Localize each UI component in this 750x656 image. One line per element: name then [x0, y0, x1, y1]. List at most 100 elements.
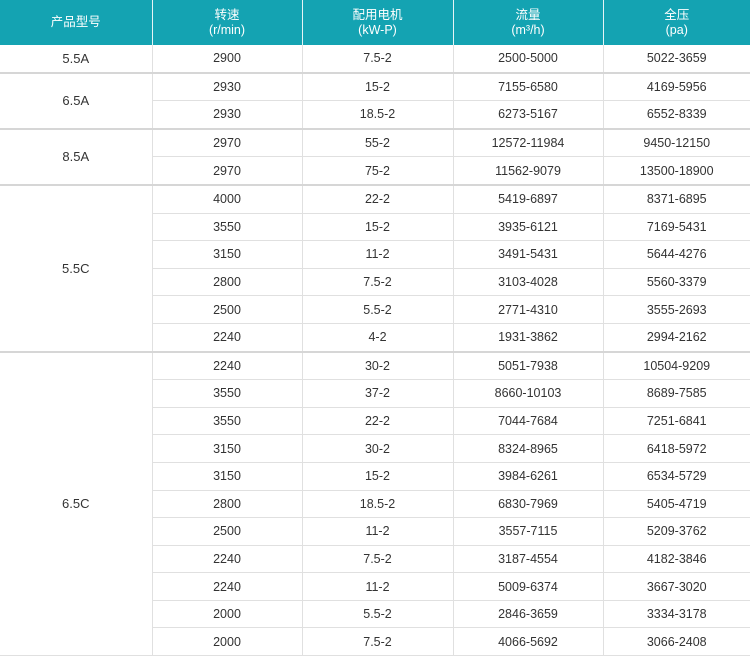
- flow-cell: 5051-7938: [453, 350, 604, 381]
- pressure-cell: 2994-2162: [603, 323, 750, 353]
- header-row: 产品型号 转速 (r/min) 配用电机 (kW-P) 流量 (m³/h) 全压 (pa…: [0, 0, 750, 45]
- motor-cell: 11-2: [302, 240, 454, 269]
- speed-cell: 4000: [152, 183, 303, 214]
- speed-cell: 2240: [152, 545, 303, 574]
- speed-cell: 2000: [152, 627, 303, 656]
- table-body: 5.5A 2900 7.5-2 2500-5000 5022-3659 6.5A 2930 1…: [0, 45, 750, 656]
- pressure-cell: 3066-2408: [603, 627, 750, 656]
- pressure-cell: 6418-5972: [603, 434, 750, 463]
- pressure-cell: 7169-5431: [603, 213, 750, 242]
- model-cell: 5.5A: [0, 45, 153, 74]
- table-row: 2800 18.5-2 6830-7969 5405-4719: [0, 490, 750, 519]
- header-title: 流量: [515, 7, 541, 22]
- header-pressure: 全压 (pa): [603, 0, 750, 45]
- header-speed: 转速 (r/min): [152, 0, 303, 45]
- speed-cell: 2240: [152, 323, 303, 353]
- flow-cell: 3187-4554: [453, 545, 604, 574]
- speed-cell: 2240: [152, 350, 303, 381]
- motor-cell: 18.5-2: [302, 490, 454, 519]
- pressure-cell: 6534-5729: [603, 462, 750, 491]
- speed-cell: 2500: [152, 295, 303, 324]
- speed-cell: 2930: [152, 100, 303, 130]
- table-row: 2000 5.5-2 2846-3659 3334-3178: [0, 600, 750, 629]
- pressure-cell: 13500-18900: [603, 156, 750, 186]
- speed-cell: 3550: [152, 407, 303, 436]
- motor-cell: 7.5-2: [302, 268, 454, 297]
- pressure-cell: 3334-3178: [603, 600, 750, 629]
- header-title: 转速: [214, 7, 240, 22]
- header-flow: 流量 (m³/h): [453, 0, 604, 45]
- table-row: 2500 5.5-2 2771-4310 3555-2693: [0, 295, 750, 324]
- header-unit: (pa): [665, 22, 688, 37]
- flow-cell: 3935-6121: [453, 213, 604, 242]
- pressure-cell: 5405-4719: [603, 490, 750, 519]
- table-row: 3150 30-2 8324-8965 6418-5972: [0, 434, 750, 463]
- pressure-cell: 10504-9209: [603, 350, 750, 381]
- table-row: 2500 11-2 3557-7115 5209-3762: [0, 517, 750, 546]
- header-unit: (m³/h): [511, 22, 545, 37]
- flow-cell: 7155-6580: [453, 71, 604, 102]
- motor-cell: 22-2: [302, 407, 454, 436]
- header-unit: (kW-P): [358, 22, 397, 37]
- header-title: 配用电机: [352, 7, 403, 22]
- speed-cell: 2970: [152, 127, 303, 158]
- pressure-cell: 5644-4276: [603, 240, 750, 269]
- model-cell: 5.5C: [0, 183, 153, 353]
- motor-cell: 5.5-2: [302, 295, 454, 324]
- header-motor: 配用电机 (kW-P): [302, 0, 454, 45]
- table-row: 2970 75-2 11562-9079 13500-18900: [0, 156, 750, 186]
- table-row: 8.5A 2970 55-2 12572-11984 9450-12150: [0, 127, 750, 186]
- pressure-cell: 6552-8339: [603, 100, 750, 130]
- pressure-cell: 3667-3020: [603, 572, 750, 601]
- speed-cell: 2970: [152, 156, 303, 186]
- table-row: 5.5C 4000 22-2 5419-6897 8371-6895: [0, 183, 750, 353]
- motor-cell: 7.5-2: [302, 45, 454, 74]
- table-row: 3150 11-2 3491-5431 5644-4276: [0, 240, 750, 269]
- speed-cell: 3550: [152, 213, 303, 242]
- speed-cell: 2800: [152, 268, 303, 297]
- flow-cell: 6830-7969: [453, 490, 604, 519]
- speed-cell: 3550: [152, 379, 303, 408]
- table-row: 3550 15-2 3935-6121 7169-5431: [0, 213, 750, 242]
- pressure-cell: 3555-2693: [603, 295, 750, 324]
- speed-cell: 3150: [152, 240, 303, 269]
- flow-cell: 3491-5431: [453, 240, 604, 269]
- flow-cell: 2771-4310: [453, 295, 604, 324]
- flow-cell: 2500-5000: [453, 45, 604, 74]
- speed-cell: 2900: [152, 45, 303, 74]
- table-row: 2240 11-2 5009-6374 3667-3020: [0, 572, 750, 601]
- pressure-cell: 4182-3846: [603, 545, 750, 574]
- table-row: 3150 15-2 3984-6261 6534-5729: [0, 462, 750, 491]
- table-row: 2240 7.5-2 3187-4554 4182-3846: [0, 545, 750, 574]
- flow-cell: 8660-10103: [453, 379, 604, 408]
- speed-cell: 2000: [152, 600, 303, 629]
- flow-cell: 5009-6374: [453, 572, 604, 601]
- header-title: 产品型号: [50, 15, 101, 29]
- motor-cell: 5.5-2: [302, 600, 454, 629]
- table-row: 3550 37-2 8660-10103 8689-7585: [0, 379, 750, 408]
- model-cell: 6.5A: [0, 71, 153, 130]
- flow-cell: 6273-5167: [453, 100, 604, 130]
- flow-cell: 4066-5692: [453, 627, 604, 656]
- motor-cell: 55-2: [302, 127, 454, 158]
- header-unit: (r/min): [208, 22, 246, 37]
- motor-cell: 11-2: [302, 572, 454, 601]
- pressure-cell: 5022-3659: [603, 45, 750, 74]
- speed-cell: 2500: [152, 517, 303, 546]
- flow-cell: 3984-6261: [453, 462, 604, 491]
- flow-cell: 1931-3862: [453, 323, 604, 353]
- motor-cell: 7.5-2: [302, 627, 454, 656]
- flow-cell: 7044-7684: [453, 407, 604, 436]
- motor-cell: 7.5-2: [302, 545, 454, 574]
- table-row: 6.5A 2930 15-2 7155-6580 4169-5956: [0, 71, 750, 130]
- motor-cell: 15-2: [302, 71, 454, 102]
- motor-cell: 37-2: [302, 379, 454, 408]
- table-row: 2000 7.5-2 4066-5692 3066-2408: [0, 627, 750, 656]
- model-cell: 6.5C: [0, 350, 153, 656]
- pressure-cell: 8689-7585: [603, 379, 750, 408]
- table-row: 5.5A 2900 7.5-2 2500-5000 5022-3659: [0, 45, 750, 74]
- speed-cell: 2930: [152, 71, 303, 102]
- speed-cell: 3150: [152, 462, 303, 491]
- flow-cell: 12572-11984: [453, 127, 604, 158]
